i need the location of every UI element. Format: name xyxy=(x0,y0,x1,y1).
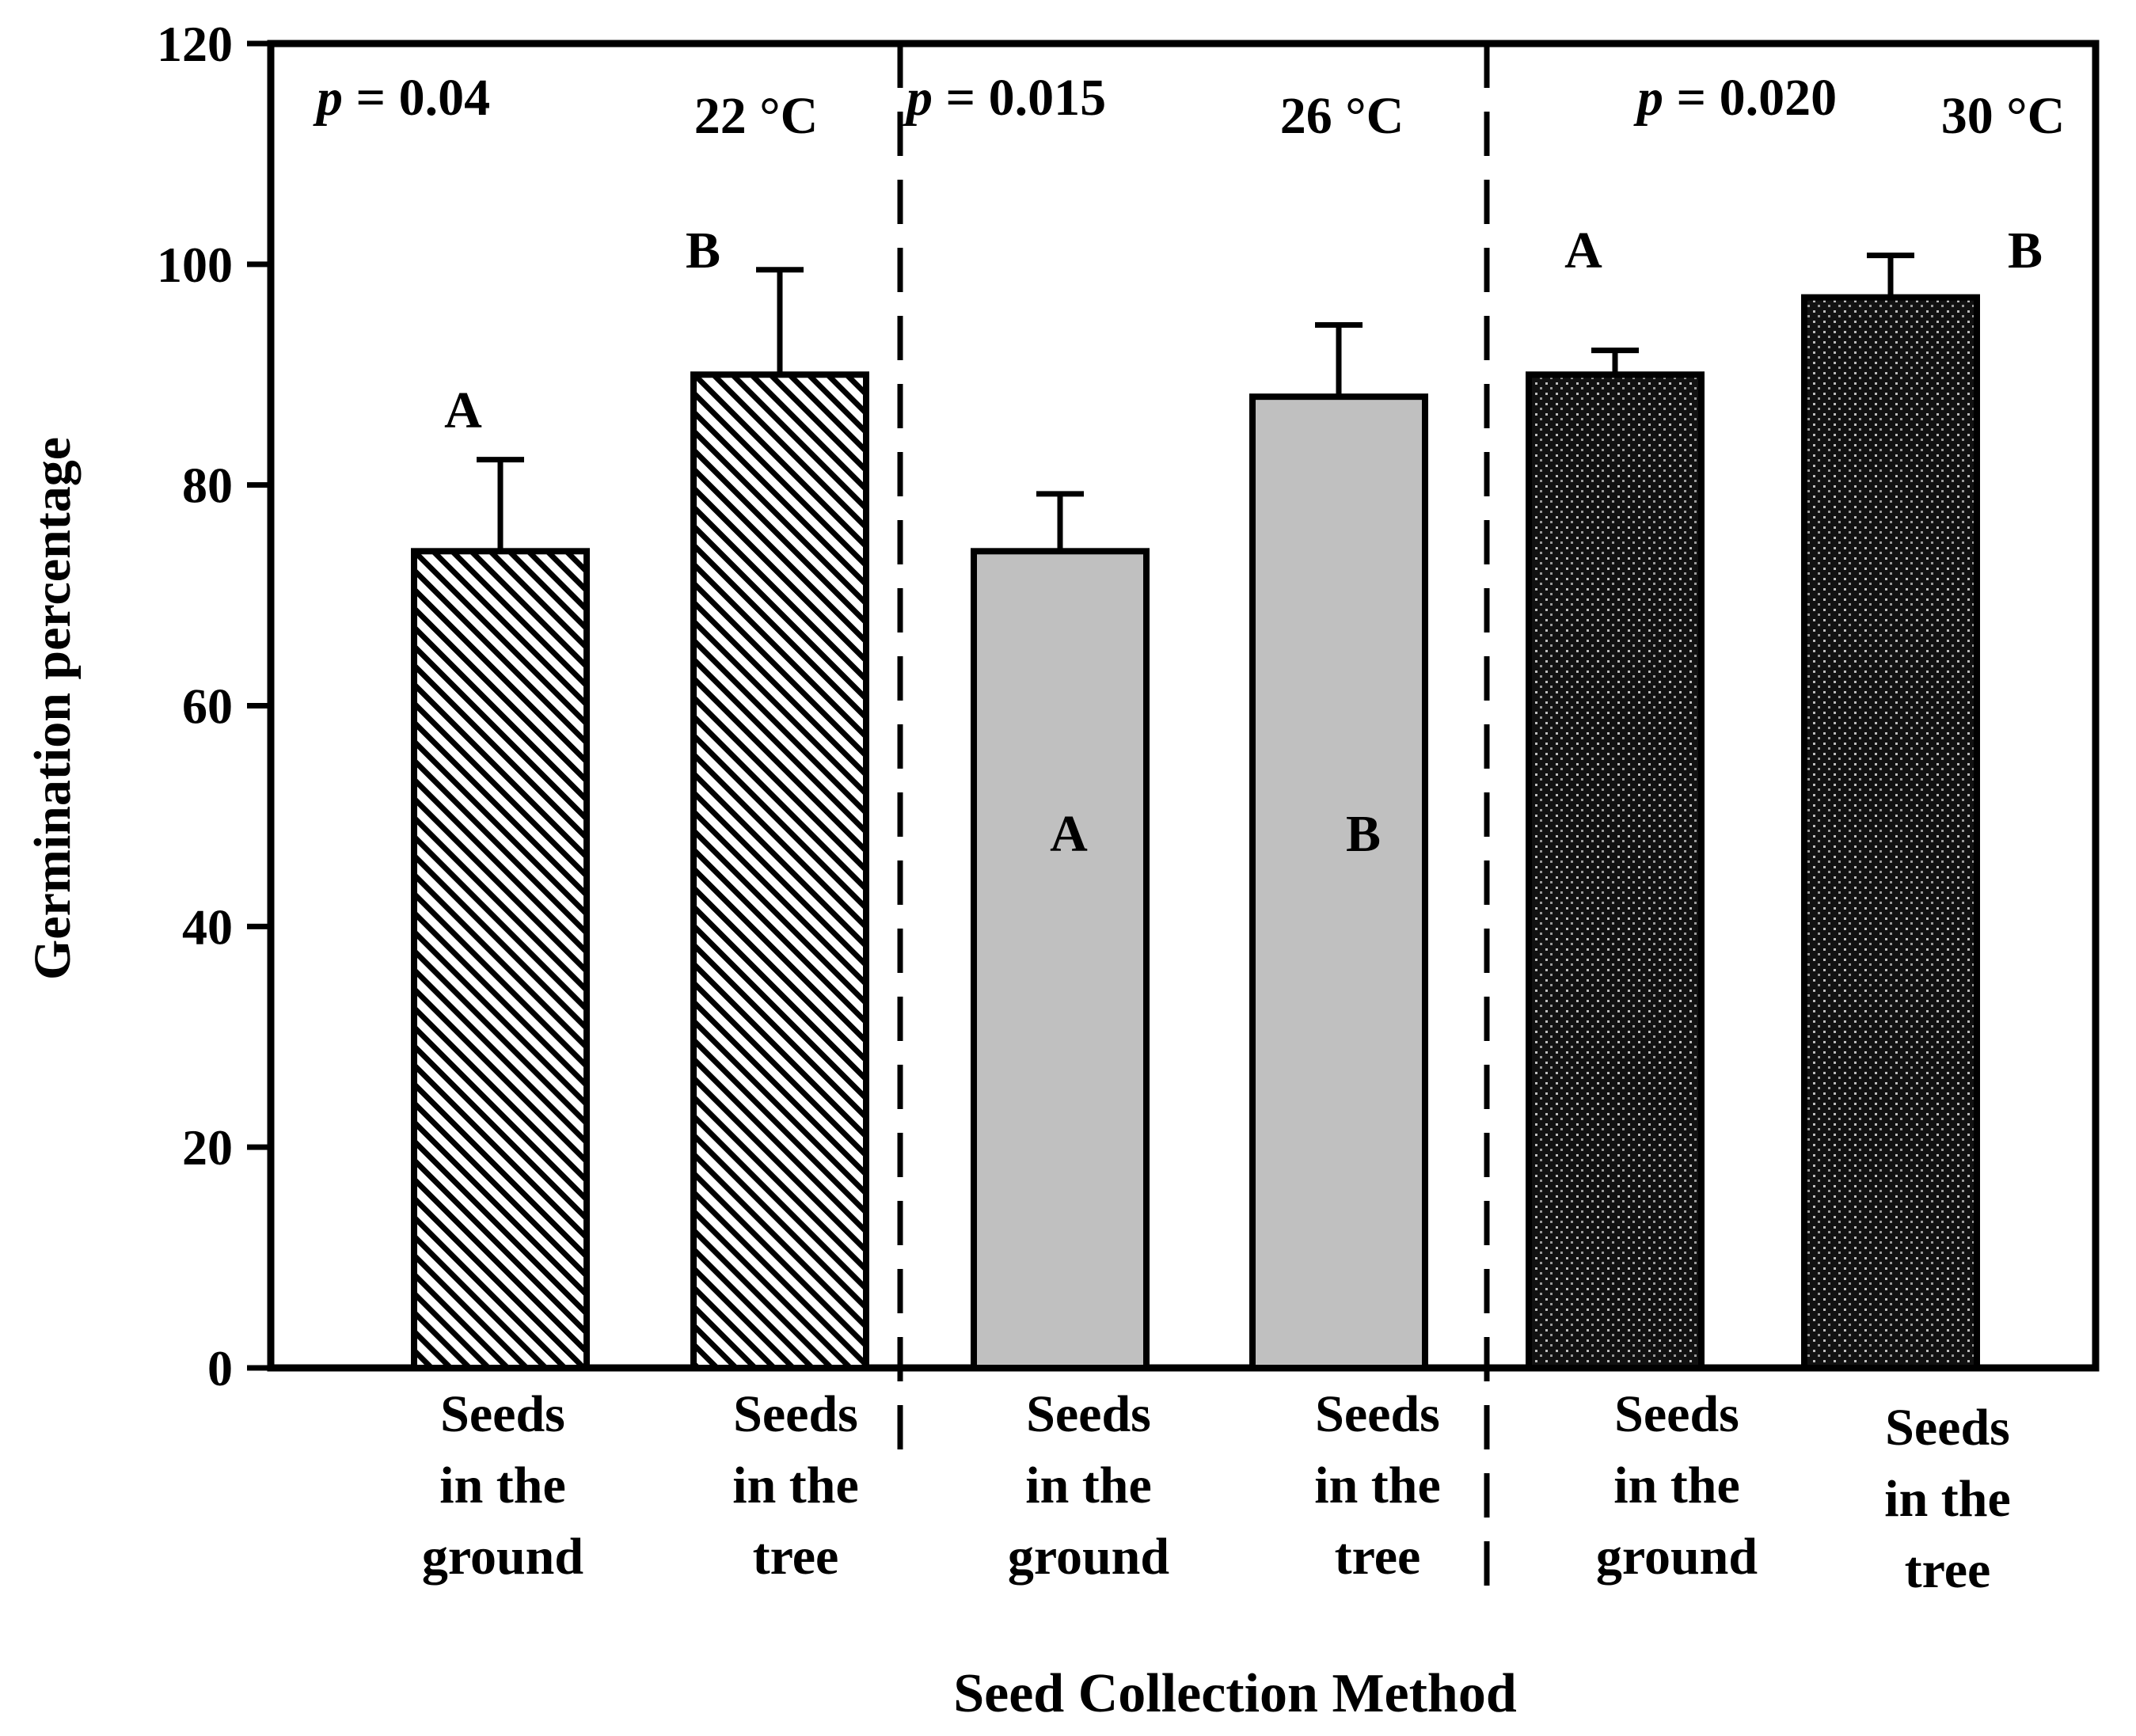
y-axis-title: Germination percentage xyxy=(24,437,82,980)
significance-letter: B xyxy=(1346,805,1381,863)
significance-letter: B xyxy=(686,222,720,279)
bar xyxy=(971,548,1150,1371)
y-tick-label: 20 xyxy=(182,1119,233,1176)
y-tick-label: 120 xyxy=(157,16,233,72)
bar xyxy=(690,371,869,1371)
temperature-label: 30 °C xyxy=(1941,87,2066,145)
y-tick-label: 60 xyxy=(182,678,233,735)
p-value-label: p = 0.04 xyxy=(313,69,490,127)
p-value-label: p = 0.020 xyxy=(1633,69,1837,127)
significance-letter: A xyxy=(1564,222,1602,279)
temperature-label: 26 °C xyxy=(1280,87,1404,145)
x-tick-label: Seeds in the ground xyxy=(422,1385,583,1586)
significance-letter: A xyxy=(1050,805,1088,863)
bar xyxy=(1526,371,1705,1371)
y-tick-label: 40 xyxy=(182,898,233,955)
significance-letter: B xyxy=(2008,222,2043,279)
bars xyxy=(411,253,1980,1372)
x-tick-label: Seeds in the tree xyxy=(1884,1399,2011,1599)
y-tick-label: 0 xyxy=(207,1340,233,1396)
significance-letter: A xyxy=(444,382,482,439)
x-tick-label: Seeds in the tree xyxy=(732,1385,859,1586)
p-value-label: p = 0.015 xyxy=(903,69,1106,127)
y-tick-label: 80 xyxy=(182,458,233,514)
x-tick-label: Seeds in the tree xyxy=(1314,1385,1441,1586)
x-tick-label: Seeds in the ground xyxy=(1596,1385,1758,1586)
temperature-label: 22 °C xyxy=(694,87,819,145)
x-axis-title: Seed Collection Method xyxy=(953,1663,1517,1724)
x-tick-labels: Seeds in the ground Seeds in the tree Seeds in … xyxy=(422,1385,2011,1599)
bar xyxy=(1249,393,1428,1372)
y-tick-label: 100 xyxy=(157,237,233,293)
annotations: A Bp = 0.04 22 °C A Bp = 0.015 26 °C A Bp = 0.0… xyxy=(313,69,2065,863)
y-axis: 0 20 40 60 80 100 120 xyxy=(157,16,271,1396)
bar xyxy=(1801,294,1980,1371)
bar xyxy=(411,548,590,1371)
x-tick-label: Seeds in the ground xyxy=(1008,1385,1169,1586)
